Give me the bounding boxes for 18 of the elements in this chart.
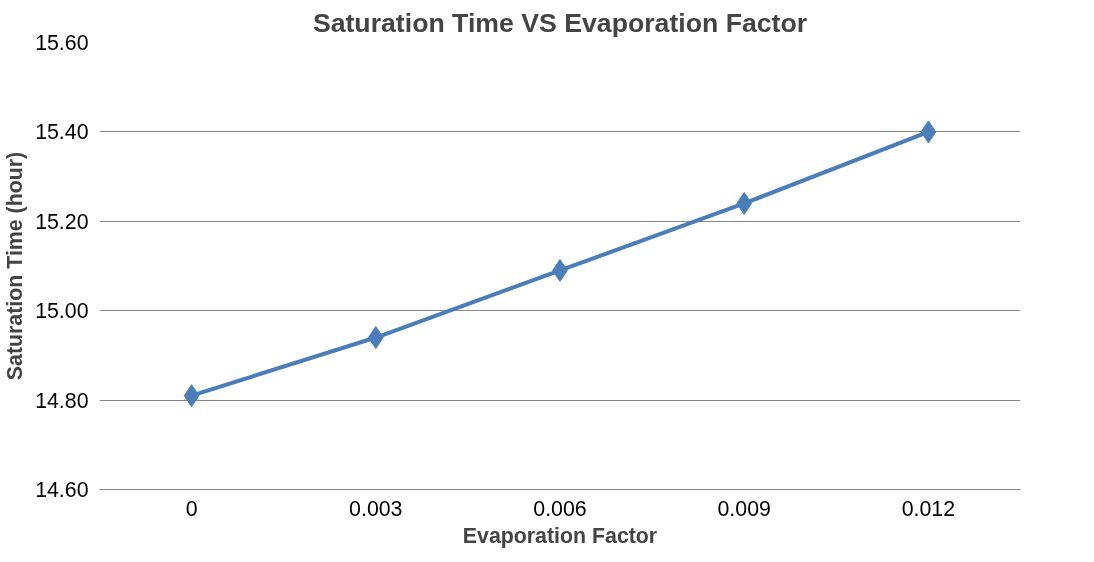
x-tick-label: 0 [185, 496, 198, 521]
point [367, 326, 384, 350]
y-tick-label: 14.60 [35, 478, 89, 502]
point [920, 120, 937, 144]
y-axis-title: Saturation Time (hour) [3, 151, 28, 381]
y-tick-label: 15.20 [35, 209, 89, 234]
y-tick-label: 14.80 [35, 388, 89, 413]
x-tick-label: 0.006 [533, 496, 587, 521]
y-tick-label: 15.40 [35, 120, 89, 145]
chart-title: Saturation Time VS Evaporation Factor [312, 7, 808, 38]
point [736, 191, 753, 215]
x-tick-label: 0.012 [901, 496, 956, 521]
x-tick-label: 0.009 [717, 496, 771, 521]
point [183, 384, 200, 408]
y-tick-label: 15.60 [35, 31, 89, 55]
x-axis-title: Evaporation Factor [462, 523, 658, 548]
x-tick-label: 0.003 [349, 496, 403, 521]
y-tick-label: 15.00 [35, 299, 89, 324]
